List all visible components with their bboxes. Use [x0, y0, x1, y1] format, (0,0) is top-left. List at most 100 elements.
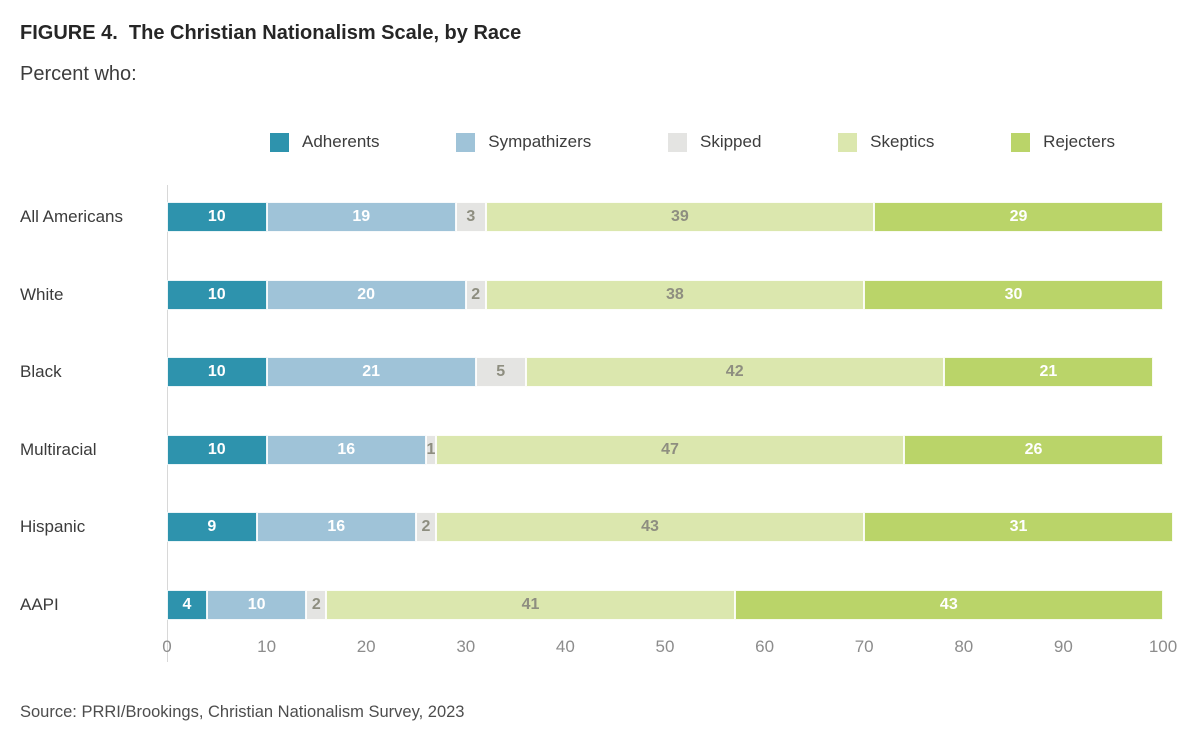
bar-segment-adherents: 9: [167, 512, 257, 543]
bar-row: Hispanic 9 16 2 43 31: [0, 512, 1200, 543]
bar-segment-rejecters: 31: [864, 512, 1173, 543]
bar-value-label: 21: [1039, 363, 1058, 381]
legend-label: Skipped: [699, 132, 762, 151]
bar-segment-sympathizers: 16: [256, 512, 416, 543]
legend-item-skeptics: Skeptics: [838, 132, 934, 152]
bar-value-label: 1: [426, 440, 436, 458]
bar-row: Multiracial 10 16 1 47 26: [0, 434, 1200, 465]
category-label: All Americans: [20, 207, 123, 226]
x-axis-tick-label: 60: [755, 637, 775, 656]
legend-item-adherents: Adherents: [270, 132, 380, 152]
bar-segment-skipped: 2: [415, 512, 436, 543]
bar-value-label: 10: [207, 440, 226, 458]
bar-value-label: 47: [661, 440, 679, 458]
bar-value-label: 29: [1009, 208, 1028, 225]
bar-value-label: 2: [311, 596, 321, 613]
bar-value-label: 21: [362, 363, 381, 381]
x-axis-tick-label: 30: [456, 637, 476, 656]
category-label: Hispanic: [20, 517, 86, 537]
bar-value-label: 3: [466, 208, 476, 225]
bar-segments: 10 20 2 38 30: [167, 279, 1163, 310]
bar-value-label: 38: [666, 285, 684, 303]
bar-segment-skeptics: 43: [435, 512, 865, 543]
legend-item-skipped: Skipped: [667, 132, 762, 152]
x-axis-tick-label: 0: [162, 637, 172, 656]
bar-segment-rejecters: 26: [904, 434, 1163, 465]
bar-segment-skeptics: 41: [326, 590, 735, 620]
bar-segment-skeptics: 47: [435, 434, 905, 465]
bar-segments: 9 16 2 43 31: [167, 512, 1173, 543]
x-axis-tick-label: 90: [1053, 637, 1073, 656]
bar-value-label: 20: [357, 285, 376, 303]
bar-value-label: 10: [247, 596, 266, 613]
bar-value-label: 16: [327, 518, 346, 536]
category-label: Multiracial: [20, 439, 97, 459]
bar-segment-rejecters: 43: [734, 590, 1163, 620]
bar-segment-adherents: 10: [167, 279, 267, 310]
bar-segment-rejecters: 21: [943, 357, 1154, 388]
legend-swatch-icon: [270, 132, 289, 152]
legend-swatch-icon: [838, 132, 858, 152]
bar-segment-skipped: 2: [306, 590, 327, 620]
bar-segment-sympathizers: 20: [266, 279, 466, 310]
bar-segment-rejecters: 29: [874, 202, 1163, 232]
x-axis-tick-label: 10: [257, 637, 277, 656]
x-axis-tick-label: 50: [655, 637, 675, 656]
bar-segment-adherents: 10: [167, 434, 267, 465]
bar-segment-sympathizers: 16: [266, 434, 426, 465]
bar-value-label: 4: [182, 596, 192, 613]
chart-legend: Adherents Sympathizers Skipped Skeptics Reje…: [270, 132, 1115, 152]
bar-segment-skeptics: 42: [525, 357, 944, 388]
legend-label: Rejecters: [1043, 132, 1115, 151]
bar-segment-skipped: 3: [455, 202, 486, 232]
figure-subtitle: Percent who:: [20, 63, 137, 85]
bar-segments: 10 21 5 42 21: [167, 357, 1154, 388]
x-axis-tick-label: 100: [1148, 637, 1178, 656]
bar-value-label: 16: [337, 440, 356, 458]
bar-segment-skipped: 2: [465, 279, 486, 310]
bar-row: AAPI 4 10 2 41 43: [0, 590, 1200, 620]
legend-label: Sympathizers: [488, 132, 592, 151]
bar-value-label: 19: [352, 208, 371, 225]
legend-swatch-icon: [1011, 132, 1031, 152]
bar-row: Black 10 21 5 42 21: [0, 357, 1200, 388]
bar-value-label: 39: [671, 208, 689, 225]
x-axis-tick-label: 20: [356, 637, 376, 656]
bar-segment-sympathizers: 21: [266, 357, 476, 388]
bar-value-label: 43: [939, 596, 958, 613]
category-label: Black: [20, 362, 62, 382]
bar-value-label: 10: [207, 285, 226, 303]
bar-segment-skeptics: 39: [485, 202, 875, 232]
bar-value-label: 10: [207, 363, 226, 381]
bar-value-label: 41: [521, 596, 540, 613]
bar-segment-adherents: 4: [167, 590, 207, 620]
bar-value-label: 2: [471, 285, 481, 303]
legend-item-rejecters: Rejecters: [1011, 132, 1115, 152]
bar-segment-skipped: 1: [425, 434, 436, 465]
legend-item-sympathizers: Sympathizers: [456, 132, 591, 152]
source-note: Source: PRRI/Brookings, Christian Nation…: [20, 703, 465, 721]
bar-segment-sympathizers: 19: [266, 202, 456, 232]
legend-swatch-icon: [456, 132, 476, 152]
legend-label: Adherents: [302, 132, 380, 151]
legend-label: Skeptics: [870, 132, 935, 151]
bar-segments: 10 19 3 39 29: [167, 202, 1163, 232]
bar-segment-skipped: 5: [475, 357, 526, 388]
legend-swatch-icon: [667, 132, 687, 152]
bar-segments: 10 16 1 47 26: [167, 434, 1163, 465]
bar-value-label: 30: [1004, 285, 1023, 303]
y-axis-line: [167, 185, 168, 662]
bar-value-label: 10: [207, 208, 226, 225]
bar-segment-skeptics: 38: [485, 279, 865, 310]
bar-value-label: 43: [641, 518, 659, 536]
x-axis-tick-label: 40: [555, 637, 575, 656]
x-axis-tick-label: 80: [954, 637, 974, 656]
bar-row: White 10 20 2 38 30: [0, 279, 1200, 310]
x-axis-tick-label: 70: [854, 637, 874, 656]
category-label: AAPI: [20, 595, 59, 614]
figure-title: FIGURE 4. The Christian Nationalism Scal…: [20, 22, 522, 44]
bar-segment-adherents: 10: [167, 357, 267, 388]
bar-segments: 4 10 2 41 43: [167, 590, 1163, 620]
